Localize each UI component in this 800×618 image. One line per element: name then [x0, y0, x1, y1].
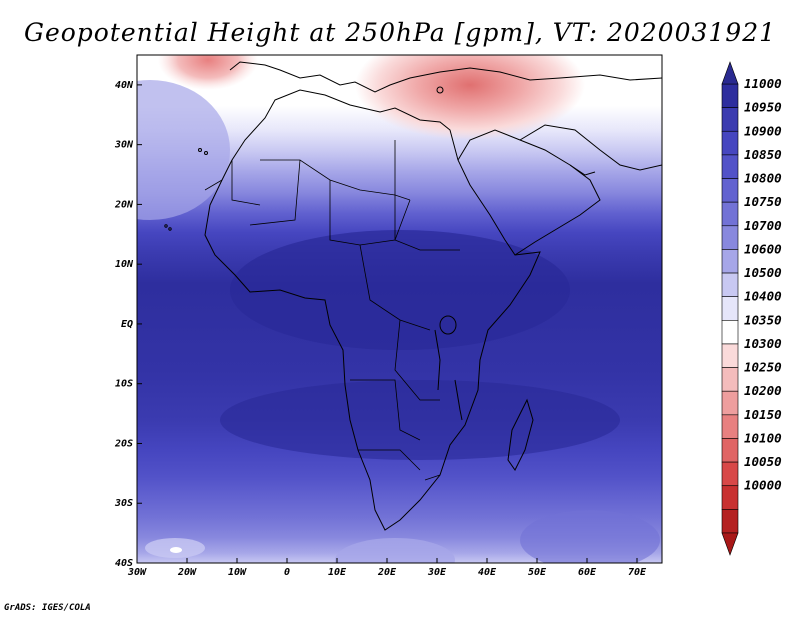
grads-credit: GrADS: IGES/COLA: [4, 603, 91, 613]
colorbar-label: 10700: [744, 218, 782, 233]
height-field: [137, 55, 662, 563]
colorbar-label: 11000: [744, 76, 782, 91]
lat-tick-label: EQ: [121, 319, 133, 330]
colorbar-label: 10050: [744, 454, 782, 469]
colorbar-swatch: [721, 414, 739, 439]
colorbar-swatch: [721, 201, 739, 227]
lat-tick-label: 40S: [115, 558, 133, 569]
colorbar-label: 10100: [744, 430, 782, 445]
lon-tick-label: 20W: [177, 567, 197, 578]
colorbar-swatch: [721, 272, 739, 297]
lon-tick-label: 40E: [478, 567, 497, 578]
colorbar-swatch: [721, 225, 739, 250]
colorbar-swatch: [721, 367, 739, 392]
colorbar-label: 10250: [744, 360, 782, 375]
colorbar-swatch: [721, 154, 739, 179]
colorbar: 11000 10950 10900 10850 10800 10750 10700 10600…: [721, 61, 782, 556]
colorbar-swatch: [721, 485, 739, 510]
lat-tick-label: 40N: [115, 80, 134, 91]
colorbar-swatch: [721, 390, 739, 416]
lon-tick-label: 50E: [528, 567, 547, 578]
colorbar-swatch: [721, 83, 739, 108]
lon-tick-label: 60E: [578, 567, 597, 578]
colorbar-swatch: [721, 178, 739, 203]
colorbar-label: 10150: [744, 407, 782, 422]
colorbar-swatch: [721, 509, 739, 534]
plot-frame: [136, 54, 663, 564]
lat-tick-label: 30N: [114, 140, 134, 151]
colorbar-label: 10850: [744, 147, 782, 162]
colorbar-label: 10350: [744, 312, 782, 327]
lat-tick-label: 10S: [115, 379, 133, 390]
lon-tick-label: 10W: [228, 567, 247, 578]
lat-tick-label: 20N: [114, 199, 134, 210]
colorbar-label: 10800: [744, 171, 782, 186]
colorbar-label: 10500: [744, 265, 782, 280]
colorbar-swatch: [721, 249, 739, 274]
colorbar-label: 10300: [744, 336, 782, 351]
lat-tick-label: 30S: [114, 498, 133, 509]
coastlines: [164, 61, 662, 531]
colorbar-label: 10400: [744, 289, 782, 304]
colorbar-label: 10900: [744, 123, 782, 138]
colorbar-label: 10950: [744, 100, 782, 115]
colorbar-min-arrow: [721, 532, 739, 556]
colorbar-swatch: [721, 107, 739, 132]
lat-tick-label: 10N: [115, 259, 134, 270]
colorbar-swatch: [721, 461, 739, 487]
lon-tick-label: 10E: [328, 567, 347, 578]
colorbar-swatch: [721, 296, 739, 321]
colorbar-swatch: [721, 438, 739, 463]
colorbar-swatch: [721, 320, 739, 345]
colorbar-label: 10750: [744, 194, 782, 209]
latitude-axis: 40N 30N 20N 10N EQ 10S 20S 30S 40S: [114, 80, 142, 569]
colorbar-swatch: [721, 130, 739, 156]
lon-tick-label: 30W: [127, 567, 147, 578]
colorbar-label: 10600: [744, 241, 782, 256]
lon-tick-label: 30E: [427, 567, 447, 578]
longitude-axis: 30W 20W 10W 0 10E 20E 30E 40E 50E 60E 70E: [127, 558, 647, 578]
lon-tick-label: 70E: [628, 567, 647, 578]
lon-tick-label: 20E: [377, 567, 397, 578]
map-title: Geopotential Height at 250hPa [gpm], VT:…: [23, 18, 777, 47]
colorbar-max-arrow: [721, 61, 739, 85]
lon-tick-label: 0: [284, 567, 290, 578]
colorbar-label: 10000: [744, 478, 782, 493]
colorbar-swatch: [721, 343, 739, 368]
colorbar-label: 10200: [744, 383, 782, 398]
lat-tick-label: 20S: [114, 438, 133, 449]
